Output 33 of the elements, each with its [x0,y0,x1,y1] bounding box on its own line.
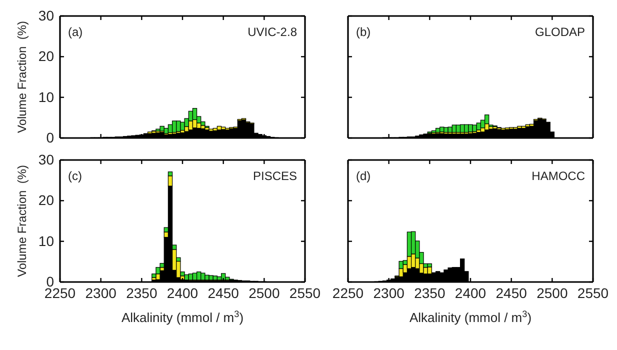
y-tick-label: 30 [38,151,54,168]
x-tick-label: 2450 [496,284,528,301]
x-tick-label: 2350 [126,284,158,301]
x-tick-label: 2450 [208,284,240,301]
x-tick-label: 2550 [577,284,609,301]
y-tick-label: 0 [46,129,54,146]
annotation: PISCES [252,169,297,183]
x-axis-title: Alkalinity (mmol / m$^{3}$) [409,309,532,325]
x-tick-label: 2400 [454,284,486,301]
annotation: (a) [68,25,83,39]
annotation: GLODAP [534,25,585,39]
x-tick-label: 2300 [373,284,405,301]
x-tick-label: 2500 [248,284,280,301]
y-axis-title: Volume Fraction (%) [15,164,29,278]
y-tick-label: 10 [38,88,54,105]
y-tick-label: 20 [38,48,54,64]
x-tick-label: 2400 [166,284,198,301]
annotation: UVIC-2.8 [248,25,298,39]
annotation: (d) [356,169,371,183]
annotation: HAMOCC [532,169,586,183]
annotation: (c) [68,169,82,183]
x-tick-label: 2250 [332,284,364,301]
x-tick-label: 2300 [85,284,117,301]
x-tick-label: 2500 [536,284,568,301]
y-tick-label: 30 [38,7,54,24]
y-axis-title: Volume Fraction (%) [15,20,29,134]
y-tick-label: 10 [38,232,54,249]
annotation: (b) [356,25,371,39]
y-tick-label: 20 [38,192,54,208]
x-tick-label: 2550 [289,284,321,301]
y-tick-label: 0 [46,273,54,290]
x-tick-label: 2350 [414,284,446,301]
x-axis-title: Alkalinity (mmol / m$^{3}$) [121,309,244,325]
